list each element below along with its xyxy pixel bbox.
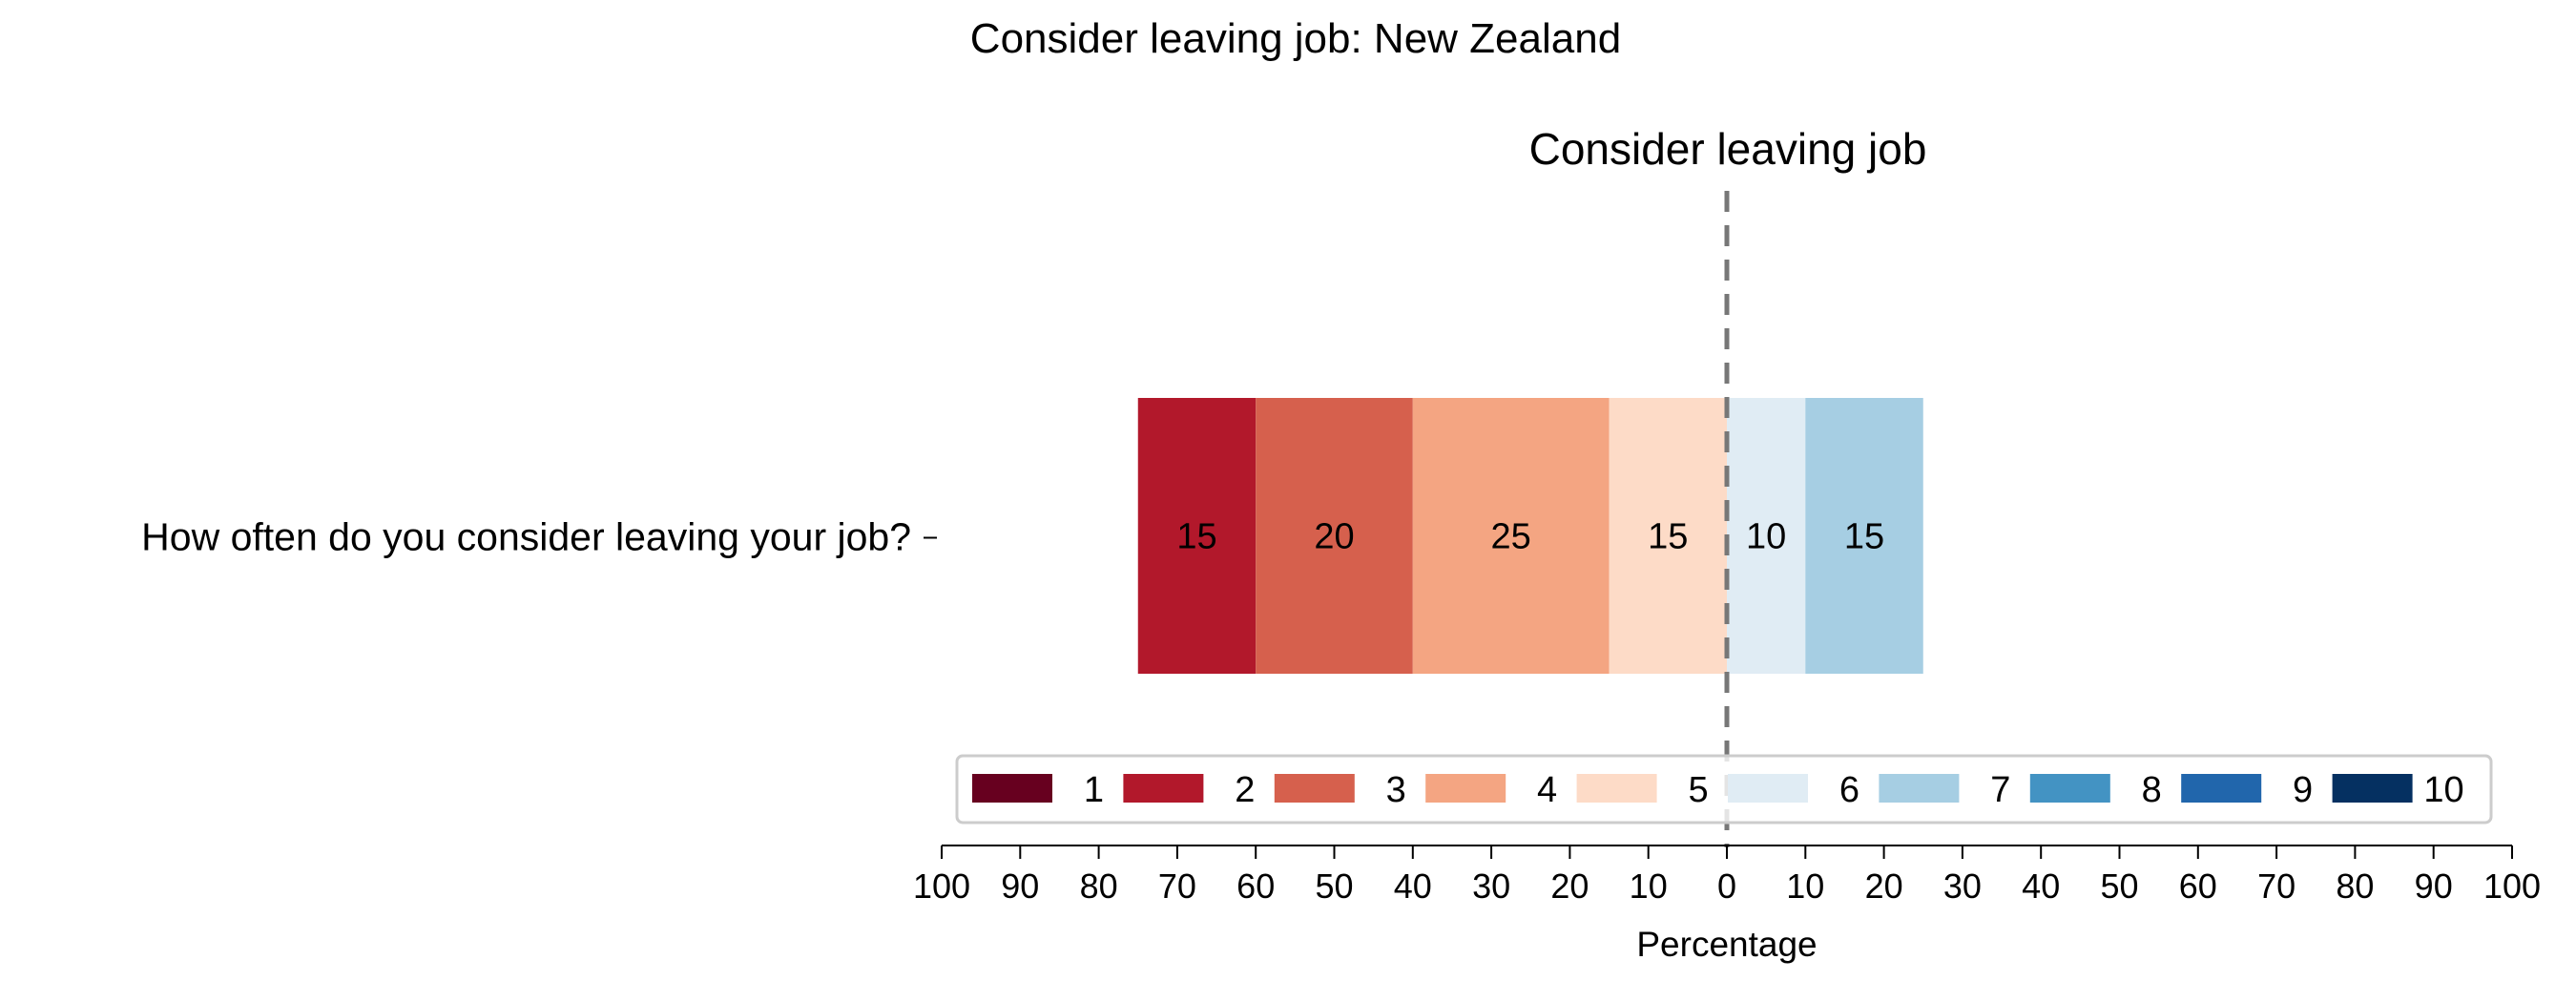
legend-label-2: 2 <box>1235 770 1255 810</box>
legend-swatch-5 <box>1576 774 1657 803</box>
x-tick-label: 90 <box>1001 866 1039 906</box>
category-label: How often do you consider leaving your j… <box>141 515 911 559</box>
x-tick-label: 100 <box>913 866 970 906</box>
legend-swatch-2 <box>1123 774 1204 803</box>
x-tick-label: 0 <box>1717 866 1736 906</box>
chart-subtitle: Consider leaving job <box>1529 124 1927 174</box>
x-tick-label: 100 <box>2483 866 2541 906</box>
x-tick-label: 40 <box>1394 866 1432 906</box>
x-tick-label: 60 <box>2179 866 2217 906</box>
data-label-7: 15 <box>1844 517 1884 557</box>
x-tick-label: 30 <box>1472 866 1510 906</box>
legend-swatch-8 <box>2029 774 2110 803</box>
data-label-3: 20 <box>1314 517 1354 557</box>
legend-swatch-9 <box>2181 774 2262 803</box>
data-label-6: 10 <box>1746 517 1786 557</box>
legend-label-5: 5 <box>1688 770 1708 810</box>
legend-swatch-7 <box>1879 774 1960 803</box>
x-tick-label: 70 <box>2257 866 2296 906</box>
x-tick-label: 50 <box>1315 866 1353 906</box>
legend-frame <box>955 754 2493 825</box>
legend-label-9: 9 <box>2293 770 2313 810</box>
legend-label-4: 4 <box>1537 770 1557 810</box>
bar-segment-7 <box>1805 398 1923 674</box>
x-tick-label: 10 <box>1786 866 1824 906</box>
x-tick-label: 60 <box>1236 866 1275 906</box>
x-axis: 100 90 80 70 60 50 40 30 20 10 0 10 20 30 40 50 60 70 80 90… <box>913 845 2541 906</box>
legend-swatch-1 <box>972 774 1052 803</box>
x-tick-label: 30 <box>1943 866 1982 906</box>
data-label-4: 25 <box>1491 517 1531 557</box>
legend-label-1: 1 <box>1084 770 1104 810</box>
bar-segment-4 <box>1412 398 1610 674</box>
x-tick-label: 80 <box>1080 866 1118 906</box>
x-tick-label: 40 <box>2022 866 2060 906</box>
legend-swatch-10 <box>2332 774 2413 803</box>
x-tick-label: 80 <box>2336 866 2374 906</box>
legend-swatch-4 <box>1425 774 1506 803</box>
legend-label-7: 7 <box>1990 770 2010 810</box>
data-label-5: 15 <box>1648 517 1688 557</box>
category-labels: How often do you consider leaving your j… <box>141 515 937 559</box>
chart-title: Consider leaving job: New Zealand <box>970 15 1621 62</box>
bars-group: 15 20 25 15 10 15 <box>1137 398 1923 674</box>
bar-segment-6 <box>1727 398 1806 674</box>
legend: 1 2 3 4 5 6 7 8 9 10 <box>955 754 2493 825</box>
data-label-2: 15 <box>1176 517 1216 557</box>
bar-segment-3 <box>1256 398 1413 674</box>
x-tick-label: 10 <box>1630 866 1668 906</box>
x-axis-label: Percentage <box>1636 925 1817 964</box>
x-tick-label: 70 <box>1158 866 1196 906</box>
legend-swatch-6 <box>1728 774 1808 803</box>
legend-swatch-3 <box>1274 774 1355 803</box>
x-tick-label: 90 <box>2415 866 2453 906</box>
bar-segment-2 <box>1137 398 1257 674</box>
legend-label-8: 8 <box>2142 770 2162 810</box>
legend-label-10: 10 <box>2423 770 2463 810</box>
x-tick-label: 20 <box>1550 866 1589 906</box>
x-tick-label: 50 <box>2100 866 2138 906</box>
x-tick-label: 20 <box>1865 866 1903 906</box>
bar-segment-5 <box>1609 398 1727 674</box>
legend-label-3: 3 <box>1386 770 1406 810</box>
legend-label-6: 6 <box>1839 770 1859 810</box>
